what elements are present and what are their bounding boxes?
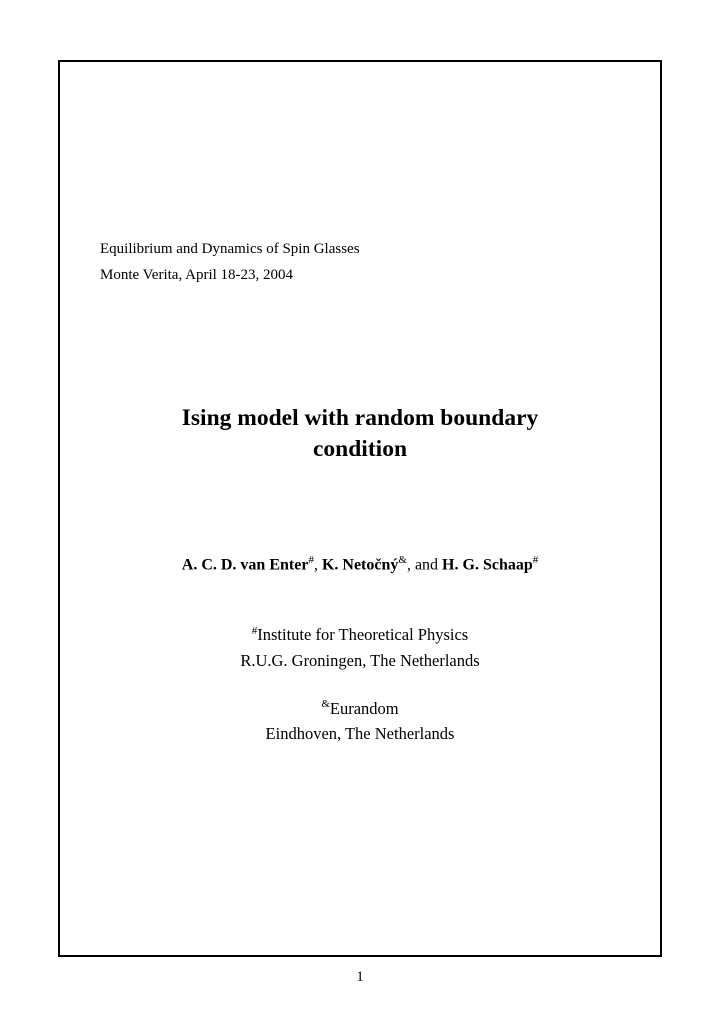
- content-area: Equilibrium and Dynamics of Spin Glasses…: [60, 237, 660, 747]
- affiliation-2-line2: Eindhoven, The Netherlands: [100, 721, 620, 747]
- affiliation-2: &Eurandom Eindhoven, The Netherlands: [100, 696, 620, 747]
- author-3-affil-mark: #: [533, 554, 539, 566]
- paper-title-line2: condition: [100, 434, 620, 465]
- affiliation-1: #Institute for Theoretical Physics R.U.G…: [100, 622, 620, 673]
- affiliation-2-mark: &: [321, 698, 330, 710]
- author-sep-1: ,: [314, 556, 322, 573]
- affiliation-2-text1: Eurandom: [330, 699, 399, 718]
- conference-header: Equilibrium and Dynamics of Spin Glasses…: [100, 237, 620, 288]
- author-2: K. Netočný: [322, 556, 398, 573]
- author-3: H. G. Schaap: [442, 556, 533, 573]
- affiliation-1-mark: #: [252, 625, 258, 637]
- conference-title: Equilibrium and Dynamics of Spin Glasses: [100, 237, 620, 263]
- conference-date: Monte Verita, April 18-23, 2004: [100, 263, 620, 289]
- affiliation-1-line2: R.U.G. Groningen, The Netherlands: [100, 648, 620, 674]
- author-1-affil-mark: #: [308, 554, 314, 566]
- paper-title-line1: Ising model with random boundary: [100, 403, 620, 434]
- author-2-affil-mark: &: [398, 554, 407, 566]
- authors-line: A. C. D. van Enter#, K. Netočný&, and H.…: [100, 554, 620, 574]
- affiliation-1-line1: #Institute for Theoretical Physics: [100, 622, 620, 648]
- page-border: Equilibrium and Dynamics of Spin Glasses…: [58, 60, 662, 957]
- page-number: 1: [0, 969, 720, 986]
- author-sep-2: , and: [407, 556, 442, 573]
- paper-title-block: Ising model with random boundary conditi…: [100, 403, 620, 464]
- affiliations-block: #Institute for Theoretical Physics R.U.G…: [100, 622, 620, 746]
- affiliation-2-line1: &Eurandom: [100, 696, 620, 722]
- author-1: A. C. D. van Enter: [182, 556, 309, 573]
- affiliation-1-text1: Institute for Theoretical Physics: [257, 625, 468, 644]
